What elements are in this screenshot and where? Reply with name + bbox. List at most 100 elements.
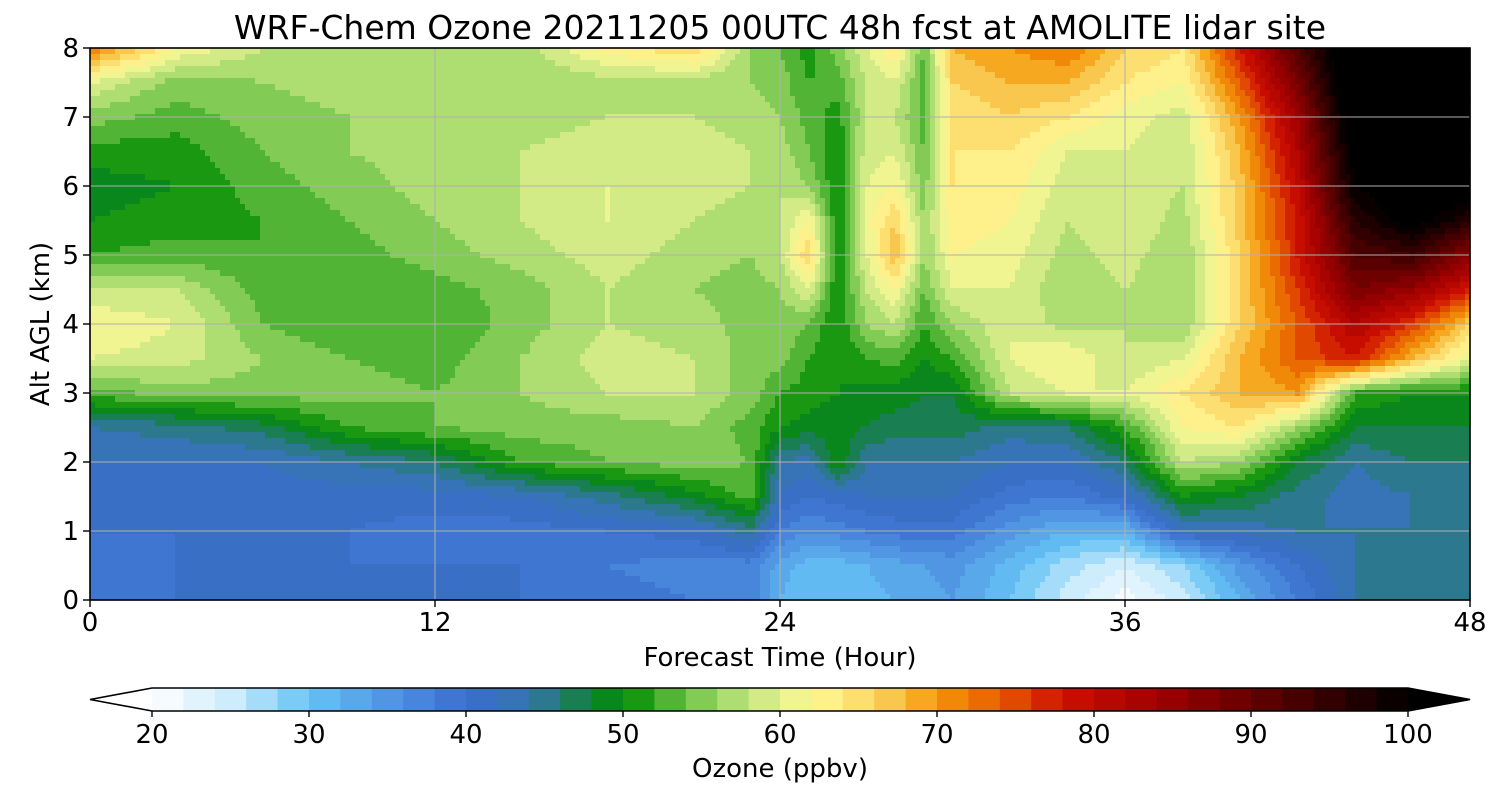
heatmap-cell xyxy=(1320,84,1326,91)
heatmap-cell xyxy=(735,60,741,67)
heatmap-cell xyxy=(640,126,646,133)
heatmap-cell xyxy=(1445,138,1451,145)
heatmap-cell xyxy=(875,96,881,103)
heatmap-cell xyxy=(665,84,671,91)
heatmap-cell xyxy=(1155,72,1161,79)
heatmap-cell xyxy=(1105,60,1111,67)
heatmap-cell xyxy=(1365,60,1371,67)
heatmap-cell xyxy=(1015,72,1021,79)
heatmap-cell xyxy=(880,150,886,157)
heatmap-cell xyxy=(705,96,711,103)
heatmap-cell xyxy=(1230,60,1236,67)
heatmap-cell xyxy=(1325,90,1331,97)
heatmap-cell xyxy=(170,144,176,151)
heatmap-cell xyxy=(645,150,651,157)
heatmap-cell xyxy=(865,108,871,115)
heatmap-cell xyxy=(1435,60,1441,67)
heatmap-cell xyxy=(1150,126,1156,133)
heatmap-cell xyxy=(280,102,286,109)
heatmap-cell xyxy=(1355,126,1361,133)
heatmap-cell xyxy=(1055,126,1061,133)
heatmap-cell xyxy=(1035,102,1041,109)
heatmap-cell xyxy=(675,120,681,127)
heatmap-cell xyxy=(740,48,746,55)
heatmap-cell xyxy=(525,150,531,157)
heatmap-cell xyxy=(1195,60,1201,67)
heatmap-cell xyxy=(405,96,411,103)
heatmap-cell xyxy=(1390,84,1396,91)
heatmap-cell xyxy=(600,84,606,91)
heatmap-cell xyxy=(935,72,941,79)
heatmap-cell xyxy=(325,66,331,73)
heatmap-cell xyxy=(915,102,921,109)
heatmap-cell xyxy=(490,60,496,67)
heatmap-cell xyxy=(390,150,396,157)
heatmap-cell xyxy=(405,138,411,145)
heatmap-cell xyxy=(635,90,641,97)
heatmap-cell xyxy=(975,54,981,61)
heatmap-cell xyxy=(1190,108,1196,115)
heatmap-cell xyxy=(530,84,536,91)
heatmap-cell xyxy=(735,126,741,133)
heatmap-cell xyxy=(1110,72,1116,79)
heatmap-cell xyxy=(725,102,731,109)
heatmap-cell xyxy=(830,126,836,133)
heatmap-cell xyxy=(315,132,321,139)
heatmap-cell xyxy=(1195,138,1201,145)
heatmap-cell xyxy=(1395,102,1401,109)
heatmap-cell xyxy=(1315,78,1321,85)
heatmap-cell xyxy=(1280,120,1286,127)
heatmap-cell xyxy=(355,108,361,115)
heatmap-cell xyxy=(130,60,136,67)
heatmap-cell xyxy=(980,132,986,139)
heatmap-cell xyxy=(275,78,281,85)
heatmap-cell xyxy=(1350,132,1356,139)
heatmap-cell xyxy=(480,126,486,133)
chart-title: WRF-Chem Ozone 20211205 00UTC 48h fcst a… xyxy=(234,8,1326,47)
heatmap-cell xyxy=(260,150,266,157)
heatmap-cell xyxy=(915,66,921,73)
heatmap-cell xyxy=(870,132,876,139)
heatmap-cell xyxy=(610,72,616,79)
heatmap-cell xyxy=(150,132,156,139)
heatmap-cell xyxy=(805,126,811,133)
heatmap-cell xyxy=(250,60,256,67)
heatmap-cell xyxy=(610,108,616,115)
heatmap-cell xyxy=(815,48,821,55)
heatmap-cell xyxy=(480,78,486,85)
heatmap-cell xyxy=(1340,66,1346,73)
heatmap-cell xyxy=(695,90,701,97)
heatmap-cell xyxy=(715,90,721,97)
heatmap-cell xyxy=(735,108,741,115)
heatmap-cell xyxy=(810,96,816,103)
heatmap-cell xyxy=(905,108,911,115)
heatmap-cell xyxy=(545,90,551,97)
heatmap-cell xyxy=(1295,138,1301,145)
heatmap-cell xyxy=(1090,96,1096,103)
heatmap-cell xyxy=(315,72,321,79)
heatmap-cell xyxy=(435,48,441,55)
heatmap-cell xyxy=(1245,66,1251,73)
heatmap-cell xyxy=(580,144,586,151)
heatmap-cell xyxy=(1270,60,1276,67)
heatmap-cell xyxy=(1065,54,1071,61)
heatmap-cell xyxy=(1455,54,1461,61)
heatmap-cell xyxy=(880,126,886,133)
heatmap-cell xyxy=(755,72,761,79)
heatmap-cell xyxy=(900,132,906,139)
heatmap-cell xyxy=(170,78,176,85)
heatmap-cell xyxy=(800,66,806,73)
heatmap-cell xyxy=(355,150,361,157)
heatmap-cell xyxy=(565,60,571,67)
heatmap-cell xyxy=(1210,48,1216,55)
heatmap-cell xyxy=(475,66,481,73)
heatmap-cell xyxy=(445,54,451,61)
heatmap-cell xyxy=(610,66,616,73)
heatmap-cell xyxy=(160,108,166,115)
heatmap-cell xyxy=(340,126,346,133)
heatmap-cell xyxy=(485,132,491,139)
heatmap-cell xyxy=(1225,84,1231,91)
heatmap-cell xyxy=(580,90,586,97)
heatmap-cell xyxy=(780,78,786,85)
heatmap-cell xyxy=(1135,126,1141,133)
